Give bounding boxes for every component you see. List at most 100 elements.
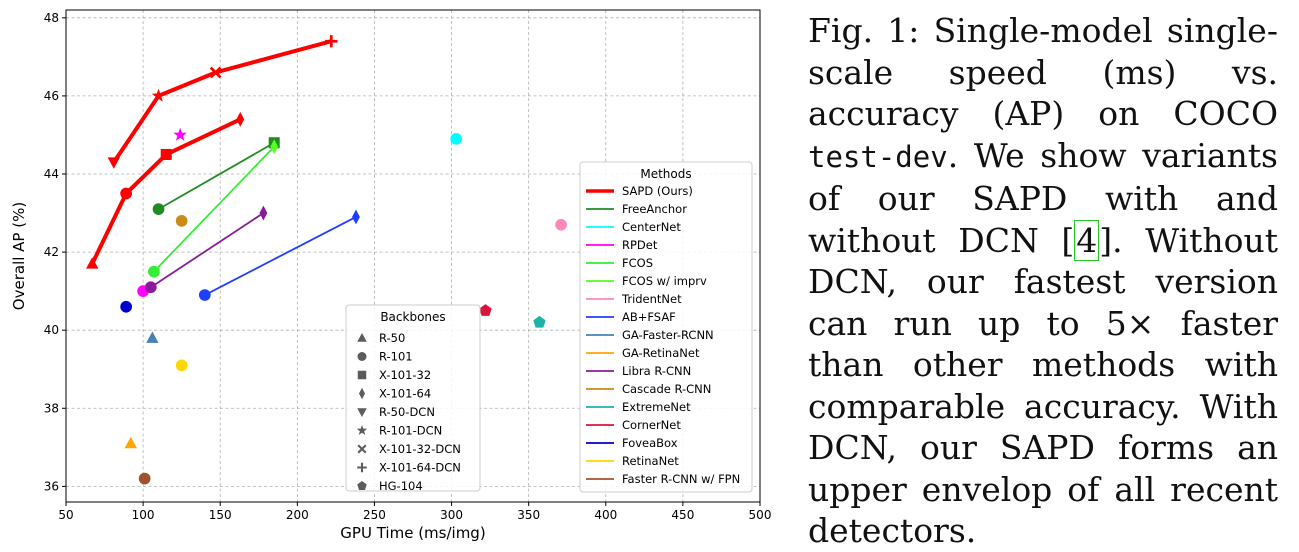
method-legend-label: GA-RetinaNet	[622, 346, 700, 360]
method-legend-label: TridentNet	[621, 292, 682, 306]
data-point	[325, 35, 338, 48]
data-point	[259, 205, 268, 221]
y-axis-label: Overall AP (%)	[10, 202, 28, 310]
x-tick-label: 200	[286, 508, 309, 522]
backbones-legend-title: Backbones	[380, 310, 445, 324]
series-line	[112, 39, 332, 164]
method-legend-label: RetinaNet	[622, 454, 679, 468]
data-point	[86, 257, 99, 269]
method-legend-label: GA-Faster-RCNN	[622, 328, 714, 342]
caption-text-3: ]. Without DCN, our fastest version can …	[808, 220, 1278, 551]
data-point	[146, 331, 159, 343]
series-line	[150, 212, 264, 288]
method-legend-label: Libra R-CNN	[622, 364, 691, 378]
data-point	[124, 436, 137, 449]
methods-legend-box	[579, 161, 753, 493]
series-line	[204, 216, 357, 296]
backbone-legend-label: R-50	[379, 331, 405, 345]
x-tick-label: 50	[58, 508, 73, 522]
data-point	[555, 218, 567, 231]
plot-frame	[65, 9, 761, 503]
y-tick-label: 42	[44, 245, 59, 259]
data-point	[479, 304, 492, 316]
x-tick-label: 400	[594, 508, 617, 522]
legend-marker	[356, 425, 368, 435]
data-point	[175, 359, 188, 372]
series-line	[90, 117, 242, 265]
x-tick-label: 100	[132, 508, 155, 522]
axis-ticks: 50 100 150 200 250 300 350 400 450 500 36 38 40 42 44 4…	[44, 11, 772, 522]
data-point	[152, 203, 165, 215]
caption-label: Fig. 1:	[808, 11, 920, 50]
data-point	[151, 88, 166, 102]
data-point	[175, 215, 188, 227]
method-legend-label: FCOS w/ imprv	[622, 274, 707, 288]
y-tick-label: 46	[44, 89, 59, 103]
method-legend-label: CenterNet	[622, 220, 681, 234]
data-point	[533, 315, 546, 328]
x-tick-label: 300	[440, 508, 463, 522]
data-point	[107, 157, 120, 169]
legend-marker	[357, 408, 367, 417]
method-legend-label: AB+FSAF	[622, 310, 676, 324]
method-legend-label: ExtremeNet	[622, 400, 691, 414]
x-tick-label: 450	[671, 508, 694, 522]
caption-text-2: . We show variants of our SAPD with and …	[808, 135, 1278, 260]
method-legend-label: Faster R-CNN w/ FPN	[622, 472, 740, 486]
backbone-legend-label: X-101-64	[379, 387, 431, 401]
x-axis-label: GPU Time (ms/img)	[340, 524, 485, 542]
methods-legend: Methods SAPD (Ours) FreeAnchor CenterNet RP…	[579, 161, 753, 493]
y-tick-label: 48	[44, 11, 59, 25]
backbone-legend-label: R-101	[379, 350, 413, 364]
legend-marker	[357, 481, 367, 491]
backbone-legend-label: X-101-32	[379, 368, 431, 382]
backbone-legend-label: X-101-32-DCN	[379, 442, 461, 456]
legend-marker	[357, 370, 367, 380]
methods-legend-title: Methods	[640, 167, 691, 181]
data-points	[86, 35, 567, 485]
method-legend-label: Cascade R-CNN	[622, 382, 711, 396]
series-line	[158, 141, 275, 210]
backbone-legend-label: R-50-DCN	[379, 405, 435, 419]
data-point	[160, 148, 172, 161]
data-point	[138, 472, 151, 485]
legend-marker	[357, 352, 367, 361]
x-tick-label: 350	[517, 508, 540, 522]
x-tick-label: 150	[209, 508, 232, 522]
data-point	[120, 187, 132, 200]
legend-marker	[357, 333, 367, 342]
data-point	[144, 281, 157, 294]
caption-code: test-dev	[808, 139, 948, 174]
legend-marker	[357, 444, 367, 454]
x-tick-label: 250	[363, 508, 386, 522]
backbone-legend-label: HG-104	[379, 479, 423, 493]
method-legend-label: FCOS	[622, 256, 653, 270]
caption-text-1: Single-model single-scale speed (ms) vs.…	[808, 11, 1278, 133]
y-tick-label: 38	[44, 401, 59, 415]
y-tick-label: 40	[44, 323, 59, 337]
citation-link[interactable]: 4	[1074, 219, 1100, 261]
series-lines	[90, 39, 357, 296]
data-point	[120, 300, 132, 313]
legend-marker	[357, 462, 367, 473]
backbones-legend: Backbones R-50 R-101 X-101-32 X-101-64 R-50-…	[345, 304, 481, 493]
figure-caption: Fig. 1: Single-model single-scale speed …	[808, 10, 1278, 552]
method-legend-label: RPDet	[622, 238, 658, 252]
data-point	[450, 133, 463, 145]
method-legend-label: FoveaBox	[622, 436, 678, 450]
speed-accuracy-chart: 50 100 150 200 250 300 350 400 450 500 36 38 40 42 44 4…	[10, 9, 772, 542]
backbone-legend-label: X-101-64-DCN	[379, 461, 461, 475]
data-point	[198, 289, 211, 301]
x-tick-label: 500	[749, 508, 772, 522]
data-point	[236, 111, 245, 127]
data-point	[173, 127, 187, 141]
y-tick-label: 44	[44, 167, 59, 181]
backbone-legend-label: R-101-DCN	[379, 424, 442, 438]
legend-marker	[359, 387, 365, 400]
y-tick-label: 36	[44, 479, 59, 493]
data-point	[148, 265, 160, 278]
series-line	[153, 146, 275, 273]
method-legend-label: CornerNet	[622, 418, 681, 432]
method-legend-label: FreeAnchor	[622, 202, 687, 216]
data-point	[209, 66, 222, 79]
